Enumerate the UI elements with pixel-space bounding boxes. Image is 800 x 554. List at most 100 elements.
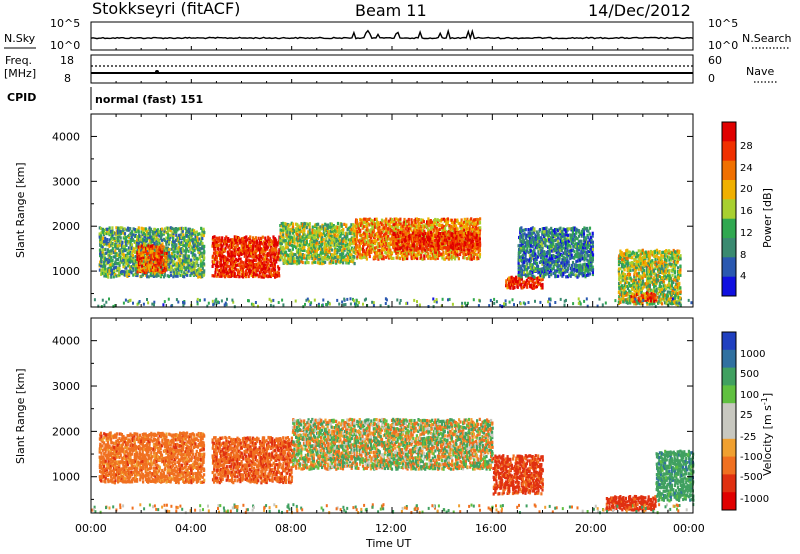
echo-cell <box>182 259 185 263</box>
echo-cell <box>145 268 149 272</box>
echo-cell <box>428 248 431 252</box>
echo-cell <box>423 240 426 244</box>
echo-cell <box>279 253 282 258</box>
echo-cell <box>342 247 345 251</box>
echo-cell <box>239 238 242 242</box>
echo-cell <box>412 237 416 241</box>
echo-cell <box>283 261 286 265</box>
echo-cell <box>353 224 356 228</box>
echo-cell <box>516 280 519 284</box>
echo-cell <box>456 227 459 231</box>
echo-cell <box>565 237 568 241</box>
echo-cell <box>298 233 301 237</box>
echo-cell <box>471 235 474 239</box>
echo-cell <box>357 239 360 243</box>
echo-cell <box>302 232 305 236</box>
echo-cell <box>108 263 111 267</box>
echo-cell <box>221 252 224 256</box>
echo-cell <box>113 236 117 240</box>
echo-cell <box>269 254 272 258</box>
echo-cell <box>123 255 126 259</box>
echo-cell <box>188 261 191 265</box>
echo-cell <box>201 275 204 279</box>
echo-cell <box>477 218 480 222</box>
echo-cell <box>420 239 423 243</box>
echo-cell <box>391 225 394 229</box>
echo-cell <box>159 265 162 269</box>
echo-cell <box>463 239 466 243</box>
echo-cell <box>149 260 152 264</box>
echo-cell <box>475 236 478 240</box>
echo-cell <box>352 225 355 229</box>
echo-cell <box>328 242 331 246</box>
echo-cell <box>532 266 536 270</box>
echo-cell <box>191 254 194 258</box>
echo-cell <box>101 255 104 259</box>
echo-cell <box>249 265 252 269</box>
echo-cell <box>406 256 409 261</box>
echo-cell <box>269 258 272 262</box>
echo-cell <box>287 261 290 265</box>
echo-cell <box>394 247 398 251</box>
echo-cell <box>566 262 569 266</box>
echo-cell <box>317 222 320 226</box>
freq-strip-frame <box>90 54 694 84</box>
echo-cell <box>228 238 231 243</box>
echo-cell <box>137 229 140 233</box>
echo-cell <box>166 251 169 255</box>
echo-cell <box>179 273 182 277</box>
echo-cell <box>554 269 557 273</box>
echo-cell <box>104 269 107 273</box>
echo-cell <box>555 227 558 232</box>
echo-cell <box>478 242 481 246</box>
echo-cell <box>472 243 475 247</box>
echo-cell <box>201 261 204 265</box>
echo-cell <box>326 243 330 247</box>
echo-cell <box>252 269 255 273</box>
echo-cell <box>541 241 544 245</box>
echo-cell <box>364 239 367 243</box>
echo-cell <box>111 259 114 263</box>
echo-cell <box>545 260 548 264</box>
echo-cell <box>226 270 229 274</box>
echo-cell <box>144 241 147 246</box>
echo-cell <box>473 222 476 226</box>
echo-cell <box>523 264 526 269</box>
echo-cell <box>370 228 373 232</box>
echo-cell <box>435 232 438 236</box>
echo-cell <box>524 265 527 269</box>
echo-cell <box>303 241 306 245</box>
echo-cell <box>312 258 315 262</box>
echo-cell <box>474 225 477 229</box>
echo-cell <box>450 221 453 225</box>
echo-cell <box>144 258 147 262</box>
echo-cell <box>316 238 319 242</box>
echo-cell <box>273 237 277 241</box>
echo-cell <box>533 253 536 257</box>
echo-cell <box>104 256 107 260</box>
echo-cell <box>410 221 413 225</box>
echo-cell <box>541 243 544 247</box>
echo-cell <box>147 266 150 270</box>
echo-cell <box>542 268 545 272</box>
echo-cell <box>286 253 289 257</box>
echo-cell <box>421 239 424 243</box>
echo-cell <box>546 249 550 253</box>
echo-cell <box>196 247 200 252</box>
echo-cell <box>295 250 299 254</box>
echo-cell <box>547 272 550 276</box>
echo-cell <box>350 253 353 257</box>
echo-cell <box>303 244 306 248</box>
echo-cell <box>368 247 372 251</box>
echo-cell <box>149 236 152 240</box>
echo-cell <box>329 241 332 245</box>
echo-cell <box>341 255 344 259</box>
echo-cell <box>234 251 237 256</box>
echo-cell <box>389 229 392 233</box>
echo-cell <box>110 243 113 247</box>
echo-cell <box>329 237 332 241</box>
echo-cell <box>520 283 523 287</box>
echo-cell <box>415 230 419 234</box>
echo-cell <box>478 248 481 252</box>
echo-cell <box>407 220 410 224</box>
